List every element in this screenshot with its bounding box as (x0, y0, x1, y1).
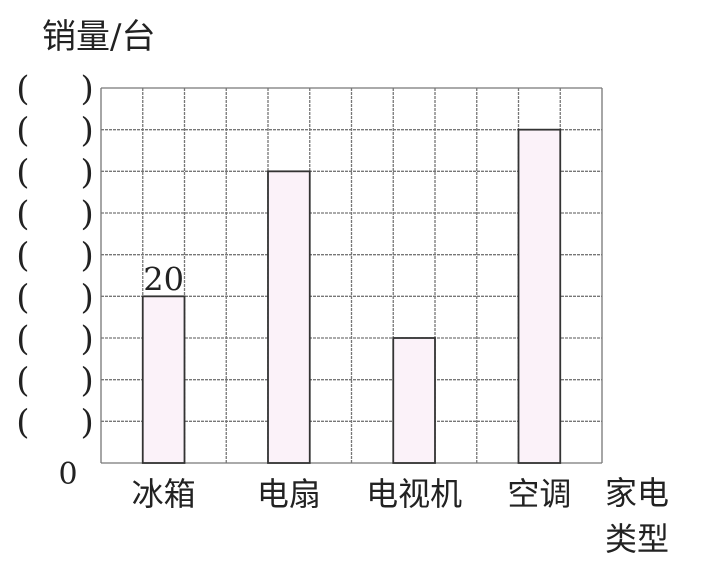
x-tick-label: 电视机 (366, 475, 462, 513)
y-tick-label: ( ) (16, 69, 94, 109)
bar-4 (517, 128, 562, 464)
x-tick-label: 冰箱 (132, 475, 196, 513)
y-axis-label: 销量/台 (42, 17, 155, 57)
y-tick-label: ( ) (16, 194, 94, 234)
y-tick-label: ( ) (16, 319, 94, 359)
x-tick-label: 电扇 (257, 475, 321, 513)
y-tick-label: ( ) (16, 111, 94, 151)
y-tick-label: ( ) (16, 361, 94, 401)
bar-2 (267, 170, 311, 464)
bar-3 (392, 337, 436, 464)
y-tick-label: ( ) (16, 152, 94, 192)
x-axis-label-line2: 类型 (605, 520, 669, 558)
x-tick-label: 空调 (507, 475, 571, 513)
x-axis-label-line1: 家电 (605, 474, 669, 512)
y-tick-label: ( ) (16, 402, 94, 442)
bar-1 (141, 295, 186, 464)
y-tick-label: ( ) (16, 236, 94, 276)
data-label: 20 (143, 260, 184, 298)
y-tick-label: ( ) (16, 277, 94, 317)
y-origin-label: 0 (58, 457, 77, 492)
